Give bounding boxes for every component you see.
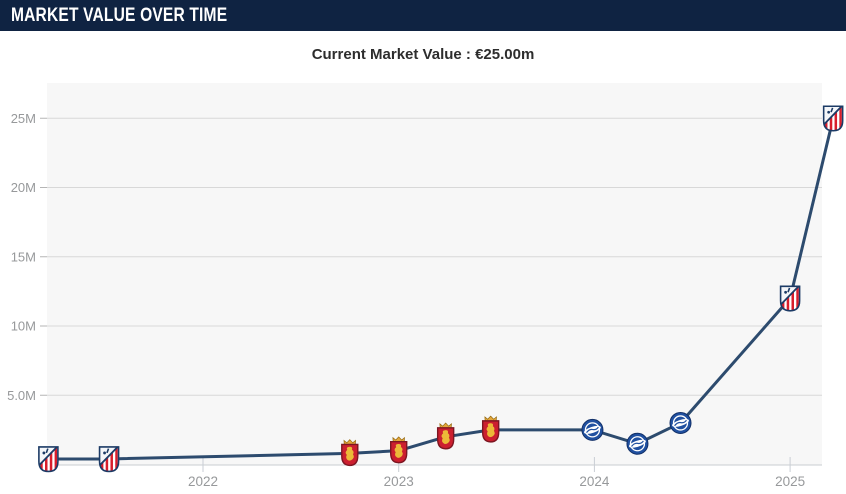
deportivo-alaves-crest-icon[interactable] — [669, 411, 692, 434]
real-zaragoza-crest-icon[interactable] — [481, 415, 500, 443]
x-axis-label: 2025 — [775, 474, 805, 489]
y-axis-label: 20M — [11, 180, 36, 195]
real-zaragoza-crest-icon[interactable] — [390, 436, 408, 464]
real-zaragoza-crest-icon[interactable] — [436, 422, 455, 450]
y-axis-label: 15M — [11, 249, 36, 264]
deportivo-alaves-crest-icon[interactable] — [626, 432, 649, 455]
y-axis-label: 5.0M — [7, 388, 36, 403]
atletico-madrid-crest-icon[interactable] — [38, 446, 59, 473]
x-axis-label: 2022 — [188, 474, 218, 489]
y-axis-label: 10M — [11, 319, 36, 334]
atletico-madrid-crest-icon[interactable] — [822, 105, 844, 132]
x-axis-label: 2024 — [579, 474, 610, 489]
header-bar: MARKET VALUE OVER TIME — [0, 0, 846, 31]
real-zaragoza-crest-icon[interactable] — [341, 439, 359, 467]
deportivo-alaves-crest-icon[interactable] — [581, 418, 604, 441]
y-axis-label: 25M — [11, 111, 36, 126]
page-title: MARKET VALUE OVER TIME — [11, 4, 228, 26]
plot-area — [47, 83, 822, 465]
atletico-madrid-crest-icon[interactable] — [98, 446, 120, 473]
atletico-madrid-crest-icon[interactable] — [779, 285, 801, 312]
current-market-value: Current Market Value : €25.00m — [311, 46, 535, 63]
x-axis-label: 2023 — [384, 474, 414, 489]
